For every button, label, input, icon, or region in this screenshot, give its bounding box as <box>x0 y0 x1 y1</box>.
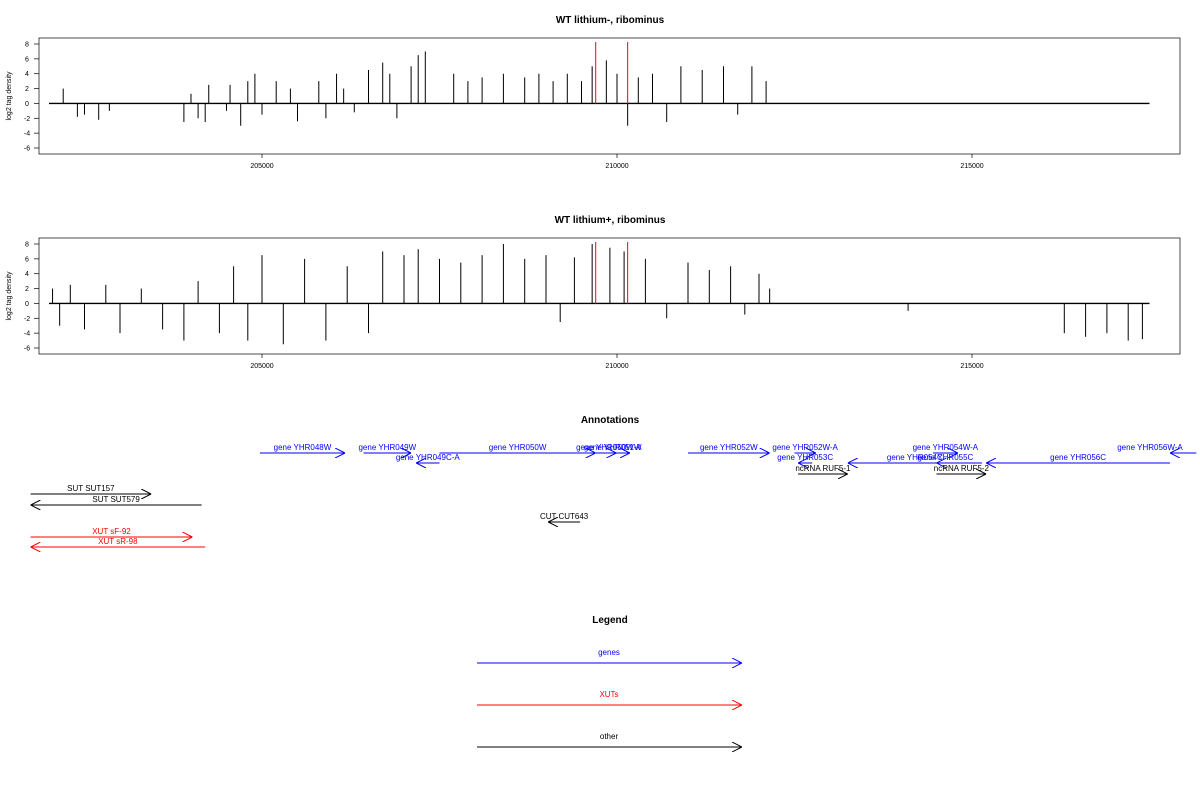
annotation-label: gene YHR054C <box>887 453 943 462</box>
annotation-label: gene YHR055C <box>917 453 973 462</box>
annotations-track: Annotations gene YHR048W gene YHR049Wgene… <box>30 415 1197 547</box>
legend-label: genes <box>598 648 620 657</box>
y-tick-label: 8 <box>25 42 29 49</box>
x-axis: 205000 210000 215000 <box>250 154 984 170</box>
plot-frame <box>38 37 1181 155</box>
legend: Legend genes XUTs other <box>477 615 742 747</box>
legend-label: XUTs <box>599 690 618 699</box>
annotation-label: gene YHR048W <box>274 443 332 452</box>
y-tick-label: 4 <box>25 71 29 78</box>
y-axis-label: log2 tag density <box>6 71 13 121</box>
panel-lithium-plus: WT lithium+, ribominus log2 tag density … <box>6 215 1181 370</box>
y-axis-label: log2 tag density <box>6 271 13 321</box>
y-tick-label: -4 <box>24 331 30 338</box>
x-tick-label: 205000 <box>250 363 273 370</box>
annotation-label: SUT SUT579 <box>92 495 140 504</box>
annotation-label: XUT sR-98 <box>98 537 138 546</box>
annotation-label: gene YHR049W <box>358 443 416 452</box>
y-axis: -6 -4 -2 0 2 4 6 8 <box>24 42 39 153</box>
plot-frame <box>38 237 1181 355</box>
annotation-label: gene YHR050W <box>489 443 547 452</box>
x-tick-label: 215000 <box>960 363 983 370</box>
annotation-label: gene YHR049C-A <box>396 453 461 462</box>
x-tick-label: 215000 <box>960 163 983 170</box>
bars-layer <box>49 42 1150 126</box>
x-tick-label: 210000 <box>605 163 628 170</box>
y-tick-label: -6 <box>24 346 30 353</box>
y-tick-label: 6 <box>25 56 29 63</box>
y-tick-label: 8 <box>25 242 29 249</box>
legend-items: genes XUTs other <box>477 648 742 747</box>
annotation-label: gene YHR053C <box>777 453 833 462</box>
y-tick-label: -2 <box>24 316 30 323</box>
x-tick-label: 205000 <box>250 163 273 170</box>
legend-label: other <box>600 732 619 741</box>
y-tick-label: 6 <box>25 256 29 263</box>
annotation-label: gene YHR052W <box>700 443 758 452</box>
annotations-title: Annotations <box>581 415 640 426</box>
y-tick-label: -2 <box>24 116 30 123</box>
annotation-label: ncRNA RUF5-1 <box>795 464 851 473</box>
panel-title: WT lithium-, ribominus <box>556 15 665 26</box>
annotation-label: gene YHR052W-A <box>772 443 838 452</box>
bars-layer <box>49 242 1150 345</box>
y-tick-label: 2 <box>25 286 29 293</box>
annotation-label: CUT CUT643 <box>540 512 589 521</box>
panel-title: WT lithium+, ribominus <box>555 215 666 226</box>
annotation-label: gene YHR056W-A <box>1117 443 1183 452</box>
y-tick-label: 4 <box>25 271 29 278</box>
y-tick-label: 0 <box>25 301 29 308</box>
annotation-label: SUT SUT157 <box>67 484 115 493</box>
y-tick-label: -6 <box>24 146 30 153</box>
legend-title: Legend <box>592 615 628 626</box>
y-tick-label: 0 <box>25 101 29 108</box>
annotation-label: gene YHR054W-A <box>913 443 979 452</box>
panel-lithium-minus: WT lithium-, ribominus log2 tag density … <box>6 15 1181 170</box>
annotation-label: gene YHR050W-A <box>576 443 642 452</box>
x-tick-label: 210000 <box>605 363 628 370</box>
annotation-label: gene YHR051W <box>584 443 642 452</box>
annotation-label: gene YHR056C <box>1050 453 1106 462</box>
y-tick-label: 2 <box>25 86 29 93</box>
x-axis: 205000 210000 215000 <box>250 354 984 370</box>
annotation-label: ncRNA RUF5-2 <box>934 464 990 473</box>
annotation-label: XUT sF-92 <box>92 527 131 536</box>
y-axis: -6 -4 -2 0 2 4 6 8 <box>24 242 39 353</box>
y-tick-label: -4 <box>24 131 30 138</box>
